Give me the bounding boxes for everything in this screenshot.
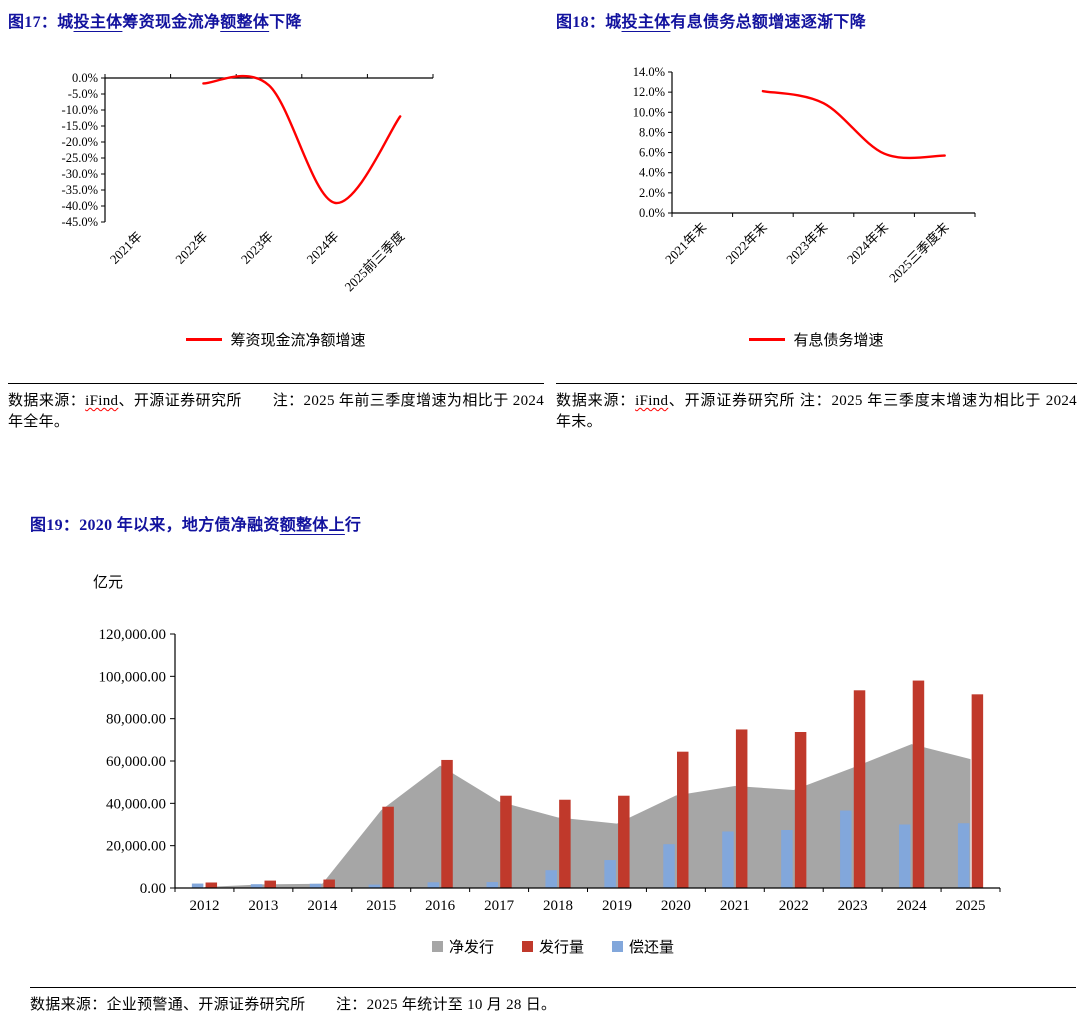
figure-17-title: 图17：城投主体筹资现金流净额整体下降 <box>8 14 302 31</box>
figure-19-legend: 净发行 发行量 偿还量 <box>30 935 1076 957</box>
figure-18-legend: 有息债务增速 <box>556 328 1077 350</box>
svg-text:2021年: 2021年 <box>107 229 145 267</box>
svg-text:2016: 2016 <box>425 898 456 914</box>
figure-17-note-divider <box>8 383 544 384</box>
svg-text:2021: 2021 <box>720 898 750 914</box>
issuance-swatch <box>521 940 533 952</box>
svg-text:-20.0%: -20.0% <box>62 135 98 149</box>
svg-text:2025三季度末: 2025三季度末 <box>886 220 952 286</box>
figure-18-legend-line-swatch <box>749 337 786 341</box>
svg-text:2024年: 2024年 <box>304 229 342 267</box>
svg-text:2023年: 2023年 <box>238 229 276 267</box>
svg-text:20,000.00: 20,000.00 <box>106 839 166 855</box>
figure-17-source-note: 数据来源：iFind、开源证券研究所 注：2025 年前三季度增速为相比于 20… <box>8 383 544 433</box>
svg-text:80,000.00: 80,000.00 <box>106 712 166 728</box>
svg-text:2024年末: 2024年末 <box>844 220 891 267</box>
svg-text:-45.0%: -45.0% <box>62 215 98 229</box>
figure-17-line-chart: 0.0% -5.0% -10.0% -15.0% -20.0% -25.0% -30.0% -… <box>62 71 434 295</box>
svg-text:2.0%: 2.0% <box>639 186 665 200</box>
svg-text:2015: 2015 <box>366 898 396 914</box>
svg-text:0.0%: 0.0% <box>639 206 665 220</box>
svg-text:120,000.00: 120,000.00 <box>99 627 167 643</box>
svg-text:2017: 2017 <box>484 898 515 914</box>
net-issuance-swatch <box>431 940 443 952</box>
svg-text:8.0%: 8.0% <box>639 125 665 139</box>
svg-text:2023年末: 2023年末 <box>783 220 830 267</box>
figure-18-title: 图18：城投主体有息债务总额增速逐渐下降 <box>556 14 867 31</box>
svg-text:40,000.00: 40,000.00 <box>106 796 166 812</box>
legend-item-repayment: 偿还量 <box>612 936 674 957</box>
svg-text:2022: 2022 <box>779 898 809 914</box>
svg-text:-10.0%: -10.0% <box>62 103 98 117</box>
svg-text:0.0%: 0.0% <box>72 71 98 85</box>
figure-17-legend-line-swatch <box>186 337 223 341</box>
figure-19-note-divider <box>30 987 1076 988</box>
figure-19-note-text: 数据来源：企业预警通、开源证券研究所 注：2025 年统计至 10 月 28 日… <box>30 997 557 1013</box>
figure-17-note-text: 数据来源：iFind、开源证券研究所 注：2025 年前三季度增速为相比于 20… <box>8 393 544 430</box>
svg-text:亿元: 亿元 <box>93 574 123 591</box>
figure-18-line-chart: 14.0% 12.0% 10.0% 8.0% 6.0% 4.0% 2.0% 0.0%2021年… <box>633 65 976 286</box>
svg-text:14.0%: 14.0% <box>633 65 665 79</box>
svg-text:60,000.00: 60,000.00 <box>106 754 166 770</box>
svg-text:2022年: 2022年 <box>172 229 210 267</box>
figure-17-legend-label: 筹资现金流净额增速 <box>230 332 366 349</box>
figure-18-note-divider <box>556 383 1077 384</box>
svg-text:10.0%: 10.0% <box>633 105 665 119</box>
svg-text:2019: 2019 <box>602 898 632 914</box>
figure-18-source-note: 数据来源：iFind、开源证券研究所 注：2025 年三季度末增速为相比于 20… <box>556 383 1077 433</box>
svg-text:2023: 2023 <box>838 898 868 914</box>
svg-text:2024: 2024 <box>897 898 928 914</box>
svg-text:2014: 2014 <box>307 898 338 914</box>
svg-text:-25.0%: -25.0% <box>62 151 98 165</box>
figure-19-title: 图19：2020 年以来，地方债净融资额整体上行 <box>30 517 362 534</box>
svg-text:-35.0%: -35.0% <box>62 183 98 197</box>
repayment-label: 偿还量 <box>629 939 675 956</box>
svg-text:-5.0%: -5.0% <box>68 87 98 101</box>
svg-text:2013: 2013 <box>248 898 278 914</box>
svg-text:2012: 2012 <box>189 898 219 914</box>
figure-18-legend-label: 有息债务增速 <box>793 332 884 349</box>
figure-18-panel: 图18：城投主体有息债务总额增速逐渐下降 14.0% 12.0% 10.0% 8.0%… <box>556 12 1077 433</box>
svg-text:2022年末: 2022年末 <box>723 220 770 267</box>
figure-17-legend: 筹资现金流净额增速 <box>8 328 544 350</box>
svg-text:0.00: 0.00 <box>140 881 166 897</box>
repayment-swatch <box>612 940 623 952</box>
svg-text:12.0%: 12.0% <box>633 85 665 99</box>
issuance-label: 发行量 <box>538 939 584 956</box>
svg-text:2020: 2020 <box>661 898 691 914</box>
svg-text:-40.0%: -40.0% <box>62 199 98 213</box>
svg-text:-30.0%: -30.0% <box>62 167 98 181</box>
svg-text:4.0%: 4.0% <box>639 166 665 180</box>
svg-text:2021年末: 2021年末 <box>662 220 709 267</box>
figure-19-panel: 图19：2020 年以来，地方债净融资额整体上行 亿元 120,000.00 100… <box>30 515 1076 1016</box>
figure-17-panel: 图17：城投主体筹资现金流净额整体下降 0.0% -5.0% -10.0% -15.0… <box>8 12 544 433</box>
legend-item-issuance: 发行量 <box>521 936 584 957</box>
svg-text:2018: 2018 <box>543 898 573 914</box>
legend-item-net-issuance: 净发行 <box>431 936 494 957</box>
svg-text:2025前三季度: 2025前三季度 <box>342 229 408 295</box>
svg-text:100,000.00: 100,000.00 <box>99 669 167 685</box>
svg-text:6.0%: 6.0% <box>639 146 665 160</box>
net-issuance-label: 净发行 <box>448 939 494 956</box>
svg-text:-15.0%: -15.0% <box>62 119 98 133</box>
figure-19-source-note: 数据来源：企业预警通、开源证券研究所 注：2025 年统计至 10 月 28 日… <box>30 987 1076 1016</box>
svg-text:2025: 2025 <box>956 898 986 914</box>
figure-19-combo-chart: 亿元 120,000.00 100,000.00 80,000.00 60,000.00… <box>93 574 1001 914</box>
figure-18-note-text: 数据来源：iFind、开源证券研究所 注：2025 年三季度末增速为相比于 20… <box>556 393 1077 430</box>
